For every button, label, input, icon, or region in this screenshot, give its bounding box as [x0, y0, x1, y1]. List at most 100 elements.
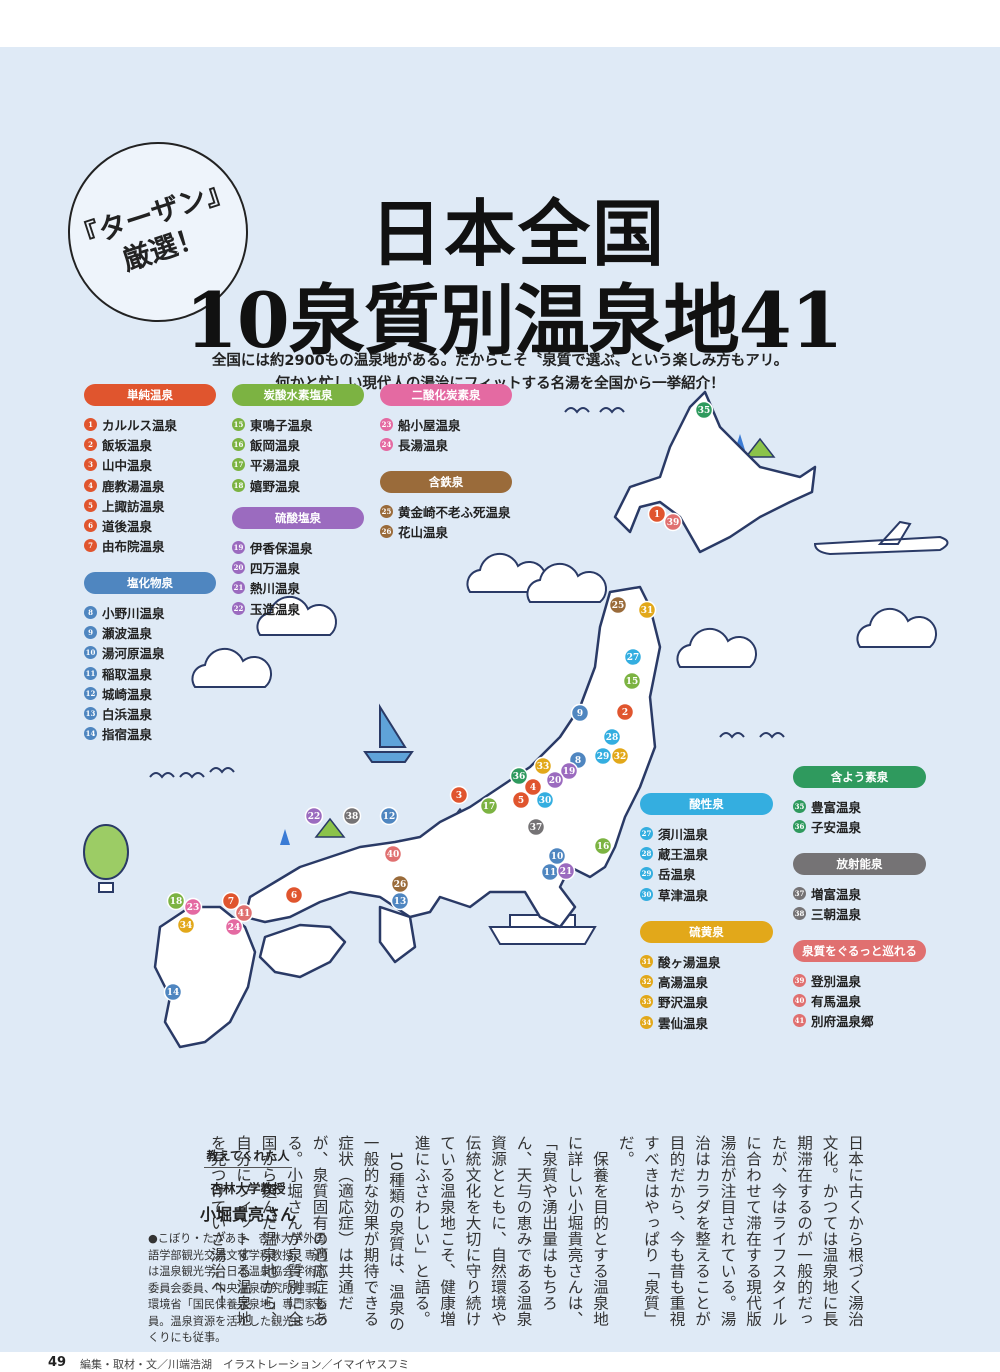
onsen-list-item: 21 熱川温泉	[232, 578, 364, 598]
category-11: 泉質をぐるっと巡れる 39 登別温泉 40 有馬温泉 41 別府温泉郷	[793, 940, 926, 1031]
magazine-page: 『ターザン』 厳選！ 日本全国 10泉質別温泉地41 全国には約2900もの温泉…	[0, 47, 1000, 1371]
onsen-list-item: 34 雲仙温泉	[640, 1012, 773, 1032]
onsen-number-badge: 31	[640, 954, 653, 968]
category-label: 二酸化炭素泉	[380, 384, 512, 406]
onsen-name: 熱川温泉	[250, 581, 301, 597]
onsen-number-badge: 2	[84, 437, 97, 451]
onsen-list-item: 24 長湯温泉	[380, 434, 512, 454]
onsen-number-badge: 19	[232, 540, 245, 554]
marker-dot	[559, 761, 579, 781]
marker-dot	[234, 903, 254, 923]
marker-number: 35	[698, 406, 711, 416]
lead-line1: 全国には約2900もの温泉地がある。だからこそ〝泉質で選ぶ〟という楽しみ方もアリ…	[211, 353, 789, 369]
onsen-list-item: 12 城崎温泉	[84, 683, 216, 703]
onsen-number-badge: 12	[84, 686, 97, 700]
marker-number: 21	[560, 867, 573, 877]
map-marker-19: 19	[559, 761, 579, 781]
onsen-number-badge: 8	[84, 605, 97, 619]
onsen-number-badge: 14	[84, 727, 97, 741]
marker-number: 18	[170, 897, 183, 907]
marker-number: 26	[394, 880, 407, 890]
japan-landmass	[153, 390, 817, 1049]
marker-dot	[379, 806, 399, 826]
onsen-name: 城崎温泉	[102, 686, 153, 702]
onsen-number-badge: 5	[84, 498, 97, 512]
page-title: 日本全国	[370, 191, 667, 276]
onsen-name: 黄金崎不老ふ死温泉	[398, 504, 511, 520]
marker-dot	[183, 897, 203, 917]
map-marker-32: 32	[610, 746, 630, 766]
profile-bio: ●こぼり・たかあき 杏林大学外国語学部観光交流文化学科教授。専門は温泉観光学。日…	[148, 1232, 328, 1344]
onsen-list-item: 17 平湯温泉	[232, 455, 364, 475]
onsen-number-badge: 9	[84, 625, 97, 639]
cloud-icon	[256, 595, 337, 636]
onsen-name: 小野川温泉	[102, 605, 165, 621]
marker-number: 37	[530, 823, 543, 833]
onsen-list-item: 2 飯坂温泉	[84, 434, 216, 454]
onsen-name: 東鳴子温泉	[250, 417, 313, 433]
onsen-name: 草津温泉	[658, 887, 709, 903]
category-label: 酸性泉	[640, 793, 773, 815]
marker-number: 3	[456, 791, 462, 801]
map-marker-33: 33	[533, 756, 553, 776]
bird-icon	[149, 772, 175, 779]
cloud-icon	[191, 647, 272, 688]
marker-number: 14	[167, 988, 180, 998]
page-subtitle: 10泉質別温泉地41	[185, 276, 844, 365]
category-label: 塩化物泉	[84, 572, 216, 594]
onsen-name: 指宿温泉	[102, 727, 153, 743]
onsen-name: 増富温泉	[811, 886, 862, 902]
onsen-list-item: 27 須川温泉	[640, 823, 773, 843]
marker-number: 29	[597, 752, 610, 762]
marker-number: 1	[654, 510, 660, 520]
onsen-number-badge: 13	[84, 707, 97, 721]
category-9: 含よう素泉 35 豊富温泉 36 子安温泉	[793, 766, 926, 837]
marker-number: 9	[577, 709, 583, 719]
map-marker-9: 9	[570, 703, 590, 723]
marker-number: 40	[387, 850, 400, 860]
marker-dot	[547, 846, 567, 866]
onsen-list-item: 10 湯河原温泉	[84, 643, 216, 663]
marker-number: 38	[346, 812, 359, 822]
marker-number: 36	[513, 772, 526, 782]
map-marker-36: 36	[509, 766, 529, 786]
onsen-name: 別府温泉郷	[811, 1014, 874, 1030]
marker-dot	[545, 770, 565, 790]
marker-number: 5	[518, 796, 524, 806]
marker-dot	[533, 756, 553, 776]
category-label: 硫酸塩泉	[232, 507, 364, 529]
marker-dot	[383, 844, 403, 864]
marker-number: 7	[228, 897, 234, 907]
marker-dot	[342, 806, 362, 826]
onsen-list-item: 20 四万温泉	[232, 557, 364, 577]
onsen-number-badge: 11	[84, 666, 97, 680]
marker-dot	[221, 891, 241, 911]
onsen-list-item: 39 登別温泉	[793, 970, 926, 990]
category-7: 酸性泉 27 須川温泉 28 蔵王温泉 29 岳温泉 30 草津温泉	[640, 793, 773, 904]
marker-dot	[570, 703, 590, 723]
onsen-name: 平湯温泉	[250, 458, 301, 474]
marker-dot	[176, 915, 196, 935]
onsen-number-badge: 40	[793, 993, 806, 1007]
article-paragraph: 10種類の泉質は、温泉の一般的な効果が期待できる症状（適応症）は共通だが、泉質固…	[208, 1135, 406, 1332]
onsen-list-item: 38 三朝温泉	[793, 903, 926, 923]
map-marker-17: 17	[479, 796, 499, 816]
onsen-list-item: 36 子安温泉	[793, 816, 926, 836]
onsen-name: 四万温泉	[250, 560, 301, 576]
onsen-name: 湯河原温泉	[102, 646, 165, 662]
cloud-icon	[526, 562, 607, 603]
marker-dot	[284, 885, 304, 905]
category-label: 硫黄泉	[640, 921, 773, 943]
marker-number: 6	[291, 891, 297, 901]
onsen-number-badge: 35	[793, 799, 806, 813]
category-label: 泉質をぐるっと巡れる	[793, 940, 926, 962]
onsen-list-item: 16 飯岡温泉	[232, 434, 364, 454]
onsen-list-item: 23 船小屋温泉	[380, 414, 512, 434]
onsen-list-item: 22 玉造温泉	[232, 598, 364, 618]
onsen-list-item: 6 道後温泉	[84, 515, 216, 535]
map-marker-27: 27	[623, 647, 643, 667]
shikoku	[258, 923, 347, 979]
onsen-number-badge: 38	[793, 906, 806, 920]
onsen-name: 飯坂温泉	[102, 437, 153, 453]
map-marker-3: 3	[449, 785, 469, 805]
